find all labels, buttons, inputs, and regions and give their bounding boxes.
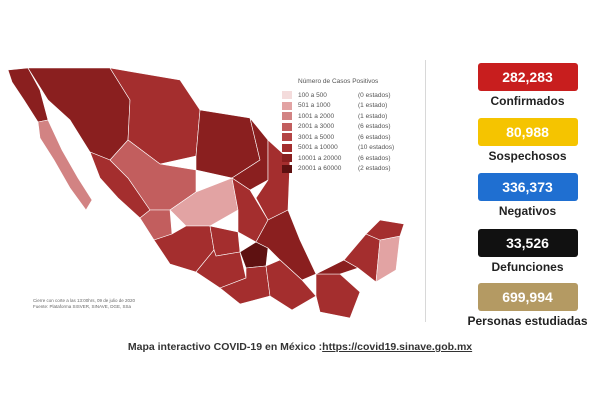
legend-row: 1001 a 2000 (1 estado)	[282, 111, 417, 122]
legend-range: 1001 a 2000	[298, 112, 335, 120]
legend-row: 3001 a 5000 (6 estados)	[282, 132, 417, 143]
legend-range: 5001 a 10000	[298, 144, 338, 152]
legend-count: (1 estado)	[358, 102, 388, 110]
state-campeche[interactable]	[343, 233, 381, 283]
legend-range: 2001 a 3000	[298, 123, 335, 131]
mexico-map[interactable]	[0, 60, 425, 322]
legend-title: Número de Casos Positivos	[298, 78, 379, 85]
legend-range: 10001 a 20000	[298, 154, 342, 162]
legend-count: (6 estados)	[358, 154, 391, 162]
legend-swatch	[282, 154, 292, 163]
legend-row: 10001 a 20000 (6 estados)	[282, 153, 417, 164]
state-chiapas[interactable]	[315, 273, 361, 319]
legend-count: (0 estados)	[358, 91, 391, 99]
state-cdmx[interactable]	[239, 241, 269, 269]
legend-row: 100 a 500 (0 estados)	[282, 90, 417, 101]
stat-sospechosos: 80,988 Sospechosos	[455, 118, 600, 163]
legend-range: 3001 a 5000	[298, 133, 335, 141]
state-nayarit[interactable]	[139, 209, 173, 241]
legend-swatch	[282, 122, 292, 131]
state-baja-california-sur[interactable]	[37, 119, 93, 211]
stat-value: 282,283	[477, 63, 578, 91]
map-footnote: Cierre con corte a las 13:00hrs, 09 de j…	[33, 298, 135, 310]
state-quintana-roo[interactable]	[375, 235, 401, 283]
legend-swatch	[282, 91, 292, 100]
legend-rows: 100 a 500 (0 estados) 501 a 1000 (1 estado)…	[282, 90, 417, 174]
stat-value: 80,988	[477, 118, 578, 146]
legend-count: (2 estados)	[358, 165, 391, 173]
map-panel: Número de Casos Positivos 100 a 500 (0 es…	[0, 60, 426, 322]
legend-swatch	[282, 112, 292, 121]
footnote-line-1: Cierre con corte a las 13:00hrs, 09 de j…	[33, 298, 136, 303]
stat-value: 699,994	[477, 283, 578, 311]
legend-count: (6 estados)	[358, 123, 391, 131]
footnote-line-2: Fuente: Plataforma SISVER, SINAVE, DGE, …	[33, 304, 131, 309]
covid-map-link[interactable]: https://covid19.sinave.gob.mx	[322, 341, 473, 353]
legend-count: (10 estados)	[358, 144, 395, 152]
stat-value: 33,526	[477, 229, 578, 257]
legend-range: 20001 a 60000	[298, 165, 342, 173]
stat-label: Sospechosos	[488, 149, 567, 163]
stat-defunciones: 33,526 Defunciones	[455, 229, 600, 274]
stat-value: 336,373	[477, 173, 578, 201]
caption: Mapa interactivo COVID-19 en México :htt…	[0, 341, 600, 353]
legend-swatch	[282, 164, 292, 173]
legend-range: 100 a 500	[298, 91, 327, 99]
legend-range: 501 a 1000	[298, 102, 331, 110]
state-yucatan[interactable]	[365, 219, 405, 241]
legend-row: 501 a 1000 (1 estado)	[282, 101, 417, 112]
legend-row: 5001 a 10000 (10 estados)	[282, 143, 417, 154]
map-legend: Número de Casos Positivos 100 a 500 (0 es…	[282, 78, 417, 174]
legend-row: 20001 a 60000 (2 estados)	[282, 164, 417, 175]
stat-personas-estudiadas: 699,994 Personas estudiadas	[455, 283, 600, 328]
legend-count: (6 estados)	[358, 133, 391, 141]
state-chihuahua[interactable]	[109, 67, 201, 165]
stat-negativos: 336,373 Negativos	[455, 173, 600, 218]
legend-row: 2001 a 3000 (6 estados)	[282, 122, 417, 133]
stat-confirmados: 282,283 Confirmados	[455, 63, 600, 108]
stat-label: Defunciones	[491, 260, 564, 274]
stat-label: Negativos	[498, 204, 557, 218]
caption-text: Mapa interactivo COVID-19 en México :	[127, 341, 323, 353]
legend-swatch	[282, 101, 292, 110]
legend-swatch	[282, 143, 292, 152]
legend-count: (1 estado)	[358, 112, 388, 120]
stat-label: Personas estudiadas	[467, 314, 588, 328]
legend-swatch	[282, 133, 292, 142]
stat-label: Confirmados	[490, 94, 565, 108]
